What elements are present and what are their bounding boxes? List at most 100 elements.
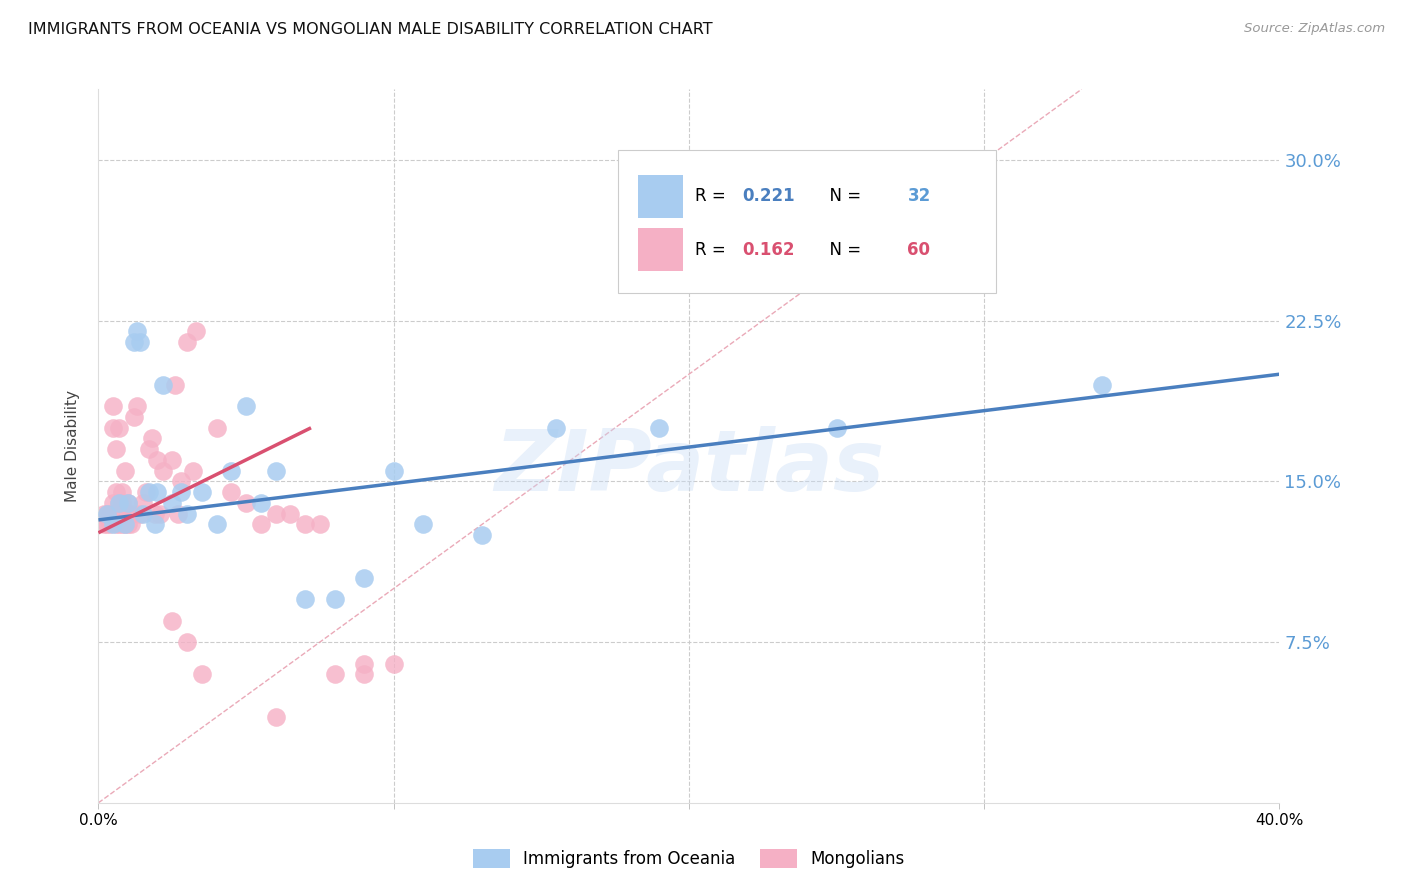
Text: 32: 32 [907, 187, 931, 205]
Point [108, 517, 131, 532]
Point [152, 464, 174, 478]
Point [149, 507, 172, 521]
Point [250, 496, 273, 510]
Point [353, 667, 375, 681]
Point [546, 421, 568, 435]
Legend: Immigrants from Oceania, Mongolians: Immigrants from Oceania, Mongolians [465, 840, 912, 877]
Point [181, 464, 204, 478]
Point [120, 507, 142, 521]
Point [294, 517, 316, 532]
Point [353, 657, 375, 671]
Point [165, 378, 187, 392]
Point [191, 667, 214, 681]
Point [219, 485, 242, 500]
Point [471, 528, 494, 542]
Point [128, 507, 150, 521]
Point [117, 507, 139, 521]
Point [103, 517, 125, 532]
Point [264, 507, 287, 521]
Point [138, 442, 160, 457]
Point [114, 464, 136, 478]
Point [235, 400, 257, 414]
Point [323, 592, 346, 607]
Point [219, 464, 242, 478]
Point [648, 421, 671, 435]
Point [152, 378, 174, 392]
Point [135, 485, 157, 500]
Point [96, 507, 118, 521]
Point [264, 710, 287, 724]
Text: N =: N = [818, 187, 866, 205]
Point [114, 507, 136, 521]
Point [117, 517, 139, 532]
Point [103, 400, 125, 414]
Point [114, 517, 136, 532]
Point [98, 507, 121, 521]
Point [825, 421, 848, 435]
Point [323, 667, 346, 681]
Point [294, 592, 316, 607]
Point [122, 334, 145, 349]
Text: 60: 60 [907, 241, 931, 259]
Point [167, 507, 190, 521]
Point [382, 657, 405, 671]
Point [117, 496, 139, 510]
Point [353, 571, 375, 585]
Point [111, 485, 134, 500]
Text: ZIPatlas: ZIPatlas [494, 425, 884, 509]
Point [117, 496, 139, 510]
Point [105, 517, 128, 532]
Point [103, 421, 125, 435]
Point [122, 410, 145, 425]
Text: R =: R = [695, 187, 731, 205]
Point [125, 324, 148, 338]
Point [162, 614, 183, 628]
Point [105, 485, 128, 500]
Point [132, 507, 155, 521]
Point [382, 464, 405, 478]
Text: 0.221: 0.221 [742, 187, 794, 205]
Point [128, 334, 150, 349]
Point [138, 485, 160, 500]
Point [108, 496, 131, 510]
Point [103, 496, 125, 510]
Point [114, 517, 136, 532]
Point [141, 432, 163, 446]
Point [184, 324, 207, 338]
Text: R =: R = [695, 241, 731, 259]
Point [96, 517, 118, 532]
Point [125, 400, 148, 414]
Point [205, 517, 228, 532]
Text: IMMIGRANTS FROM OCEANIA VS MONGOLIAN MALE DISABILITY CORRELATION CHART: IMMIGRANTS FROM OCEANIA VS MONGOLIAN MAL… [28, 22, 713, 37]
Bar [638, 175, 683, 218]
Point [143, 507, 166, 521]
FancyBboxPatch shape [619, 150, 995, 293]
Point [93, 507, 115, 521]
Point [108, 496, 131, 510]
Point [170, 475, 193, 489]
Point [98, 517, 121, 532]
Point [120, 517, 142, 532]
Point [278, 507, 302, 521]
Point [412, 517, 434, 532]
Point [162, 453, 183, 467]
Point [309, 517, 332, 532]
Point [250, 517, 273, 532]
Point [176, 507, 198, 521]
Point [1091, 378, 1114, 392]
Y-axis label: Male Disability: Male Disability [65, 390, 80, 502]
Point [93, 517, 115, 532]
Point [111, 517, 134, 532]
Point [108, 421, 131, 435]
Point [162, 496, 183, 510]
Point [146, 485, 169, 500]
Point [132, 496, 155, 510]
Point [205, 421, 228, 435]
Point [264, 464, 287, 478]
Point [143, 517, 166, 532]
Point [111, 496, 134, 510]
Text: Source: ZipAtlas.com: Source: ZipAtlas.com [1244, 22, 1385, 36]
Text: N =: N = [818, 241, 866, 259]
Point [235, 496, 257, 510]
Point [96, 507, 118, 521]
